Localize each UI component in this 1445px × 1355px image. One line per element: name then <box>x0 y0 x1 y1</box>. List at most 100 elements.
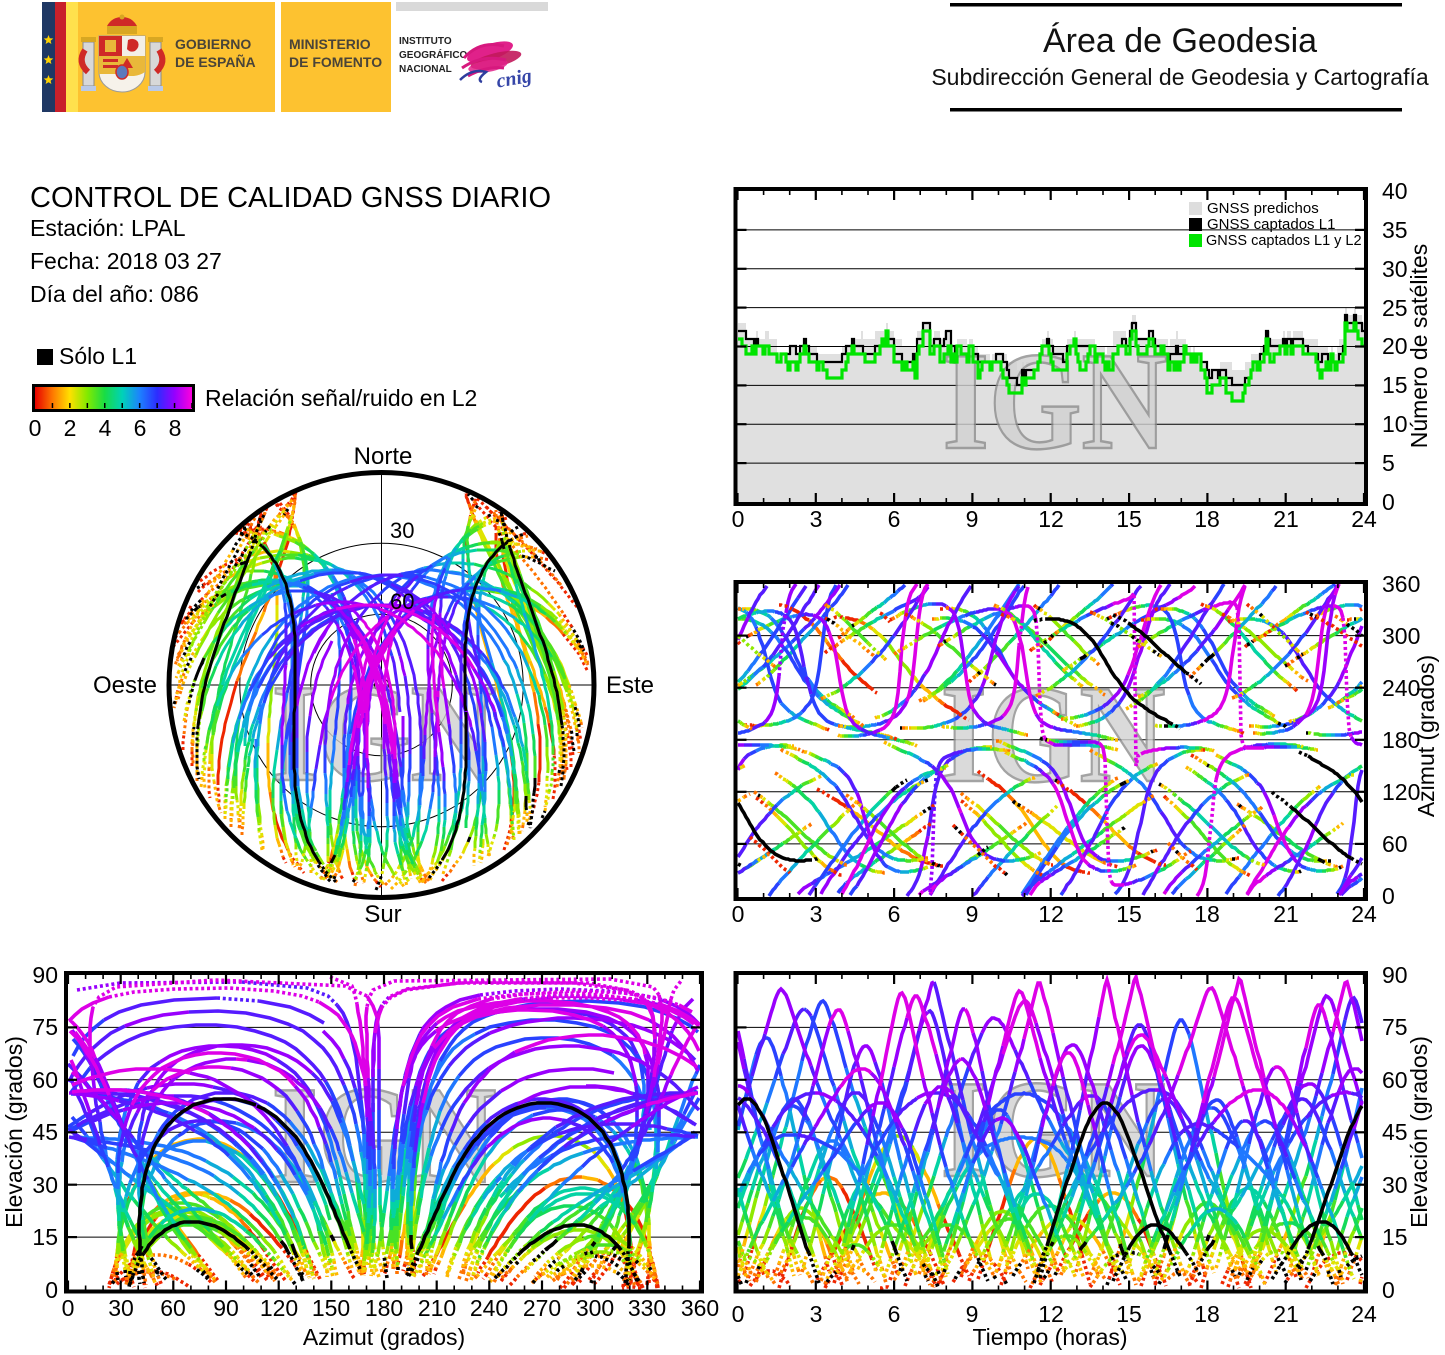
svg-text:180: 180 <box>365 1295 403 1321</box>
svg-text:45: 45 <box>32 1119 58 1145</box>
svg-text:Subdirección General de Geodes: Subdirección General de Geodesia y Carto… <box>931 64 1429 90</box>
svg-text:6: 6 <box>888 506 901 532</box>
svg-text:Norte: Norte <box>354 443 413 470</box>
svg-text:30: 30 <box>1382 256 1408 282</box>
svg-text:300: 300 <box>576 1295 614 1321</box>
svg-text:35: 35 <box>1382 217 1408 243</box>
svg-text:90: 90 <box>32 962 58 988</box>
svg-text:3: 3 <box>810 901 823 927</box>
svg-text:9: 9 <box>966 901 979 927</box>
svg-text:3: 3 <box>810 506 823 532</box>
svg-text:210: 210 <box>418 1295 456 1321</box>
svg-text:18: 18 <box>1194 1301 1220 1327</box>
svg-text:Relación señal/ruido en L2: Relación señal/ruido en L2 <box>205 385 477 411</box>
svg-text:Este: Este <box>606 672 654 699</box>
svg-text:Fecha: 2018 03 27: Fecha: 2018 03 27 <box>30 248 222 274</box>
svg-text:15: 15 <box>1116 1301 1142 1327</box>
svg-text:15: 15 <box>1382 1224 1408 1250</box>
svg-text:150: 150 <box>312 1295 350 1321</box>
svg-text:Tiempo (horas): Tiempo (horas) <box>972 1324 1127 1350</box>
svg-text:25: 25 <box>1382 295 1408 321</box>
svg-text:DE ESPAÑA: DE ESPAÑA <box>175 53 256 70</box>
svg-text:NACIONAL: NACIONAL <box>399 64 452 75</box>
svg-text:24: 24 <box>1351 901 1377 927</box>
svg-text:GNSS captados L1: GNSS captados L1 <box>1207 216 1335 233</box>
svg-text:90: 90 <box>1382 962 1408 988</box>
svg-text:18: 18 <box>1194 901 1220 927</box>
svg-text:21: 21 <box>1273 506 1299 532</box>
svg-text:Estación: LPAL: Estación: LPAL <box>30 215 186 241</box>
svg-text:Sur: Sur <box>364 901 401 928</box>
svg-text:12: 12 <box>1038 901 1064 927</box>
svg-text:12: 12 <box>1038 506 1064 532</box>
svg-text:9: 9 <box>966 1301 979 1327</box>
svg-text:0: 0 <box>62 1295 75 1321</box>
svg-text:0: 0 <box>1382 1277 1395 1303</box>
svg-text:24: 24 <box>1351 1301 1377 1327</box>
svg-text:15: 15 <box>1116 901 1142 927</box>
svg-text:75: 75 <box>1382 1014 1408 1040</box>
svg-text:3: 3 <box>810 1301 823 1327</box>
svg-text:45: 45 <box>1382 1119 1408 1145</box>
svg-text:30: 30 <box>108 1295 134 1321</box>
svg-text:30: 30 <box>390 518 414 543</box>
svg-text:20: 20 <box>1382 333 1408 359</box>
svg-text:CONTROL DE CALIDAD GNSS DIARIO: CONTROL DE CALIDAD GNSS DIARIO <box>30 182 551 214</box>
svg-text:GNSS predichos: GNSS predichos <box>1207 200 1319 217</box>
svg-text:Azimut (grados): Azimut (grados) <box>1413 655 1439 817</box>
svg-text:4: 4 <box>99 415 112 441</box>
svg-text:75: 75 <box>32 1014 58 1040</box>
svg-text:90: 90 <box>213 1295 239 1321</box>
svg-text:0: 0 <box>732 1301 745 1327</box>
svg-text:Elevación (grados): Elevación (grados) <box>1 1036 27 1228</box>
svg-text:240: 240 <box>470 1295 508 1321</box>
svg-text:21: 21 <box>1273 901 1299 927</box>
svg-text:IGN: IGN <box>943 324 1168 479</box>
svg-text:60: 60 <box>160 1295 186 1321</box>
svg-text:6: 6 <box>888 901 901 927</box>
svg-text:120: 120 <box>260 1295 298 1321</box>
svg-text:8: 8 <box>169 415 182 441</box>
svg-text:360: 360 <box>681 1295 719 1321</box>
svg-text:Área de Geodesia: Área de Geodesia <box>1043 22 1317 60</box>
svg-text:Oeste: Oeste <box>93 672 157 699</box>
svg-text:24: 24 <box>1351 506 1377 532</box>
svg-text:18: 18 <box>1194 506 1220 532</box>
svg-text:10: 10 <box>1382 411 1408 437</box>
svg-text:15: 15 <box>32 1224 58 1250</box>
svg-text:0: 0 <box>45 1277 58 1303</box>
svg-text:60: 60 <box>1382 1067 1408 1093</box>
svg-text:180: 180 <box>1382 727 1420 753</box>
svg-text:15: 15 <box>1382 372 1408 398</box>
svg-text:15: 15 <box>1116 506 1142 532</box>
svg-text:6: 6 <box>134 415 147 441</box>
svg-text:300: 300 <box>1382 623 1420 649</box>
svg-text:21: 21 <box>1273 1301 1299 1327</box>
svg-text:GOBIERNO: GOBIERNO <box>175 36 251 52</box>
svg-text:60: 60 <box>390 589 414 614</box>
svg-text:Número de satélites: Número de satélites <box>1406 244 1432 449</box>
svg-text:DE FOMENTO: DE FOMENTO <box>289 54 382 70</box>
svg-text:330: 330 <box>628 1295 666 1321</box>
svg-text:Día del año: 086: Día del año: 086 <box>30 281 199 307</box>
svg-text:0: 0 <box>1382 489 1395 515</box>
svg-text:30: 30 <box>1382 1172 1408 1198</box>
svg-text:MINISTERIO: MINISTERIO <box>289 36 371 52</box>
svg-text:12: 12 <box>1038 1301 1064 1327</box>
svg-text:0: 0 <box>1382 883 1395 909</box>
svg-text:0: 0 <box>732 901 745 927</box>
svg-text:360: 360 <box>1382 571 1420 597</box>
svg-text:6: 6 <box>888 1301 901 1327</box>
svg-text:INSTITUTO: INSTITUTO <box>399 36 452 47</box>
svg-text:GNSS captados L1 y L2: GNSS captados L1 y L2 <box>1206 233 1362 249</box>
svg-text:60: 60 <box>32 1067 58 1093</box>
svg-text:0: 0 <box>29 415 42 441</box>
svg-text:2: 2 <box>64 415 77 441</box>
svg-text:Elevación (grados): Elevación (grados) <box>1406 1036 1432 1228</box>
svg-text:40: 40 <box>1382 178 1408 204</box>
svg-text:270: 270 <box>523 1295 561 1321</box>
svg-text:0: 0 <box>732 506 745 532</box>
svg-text:5: 5 <box>1382 450 1395 476</box>
svg-text:Azimut (grados): Azimut (grados) <box>303 1324 465 1350</box>
svg-text:30: 30 <box>32 1172 58 1198</box>
